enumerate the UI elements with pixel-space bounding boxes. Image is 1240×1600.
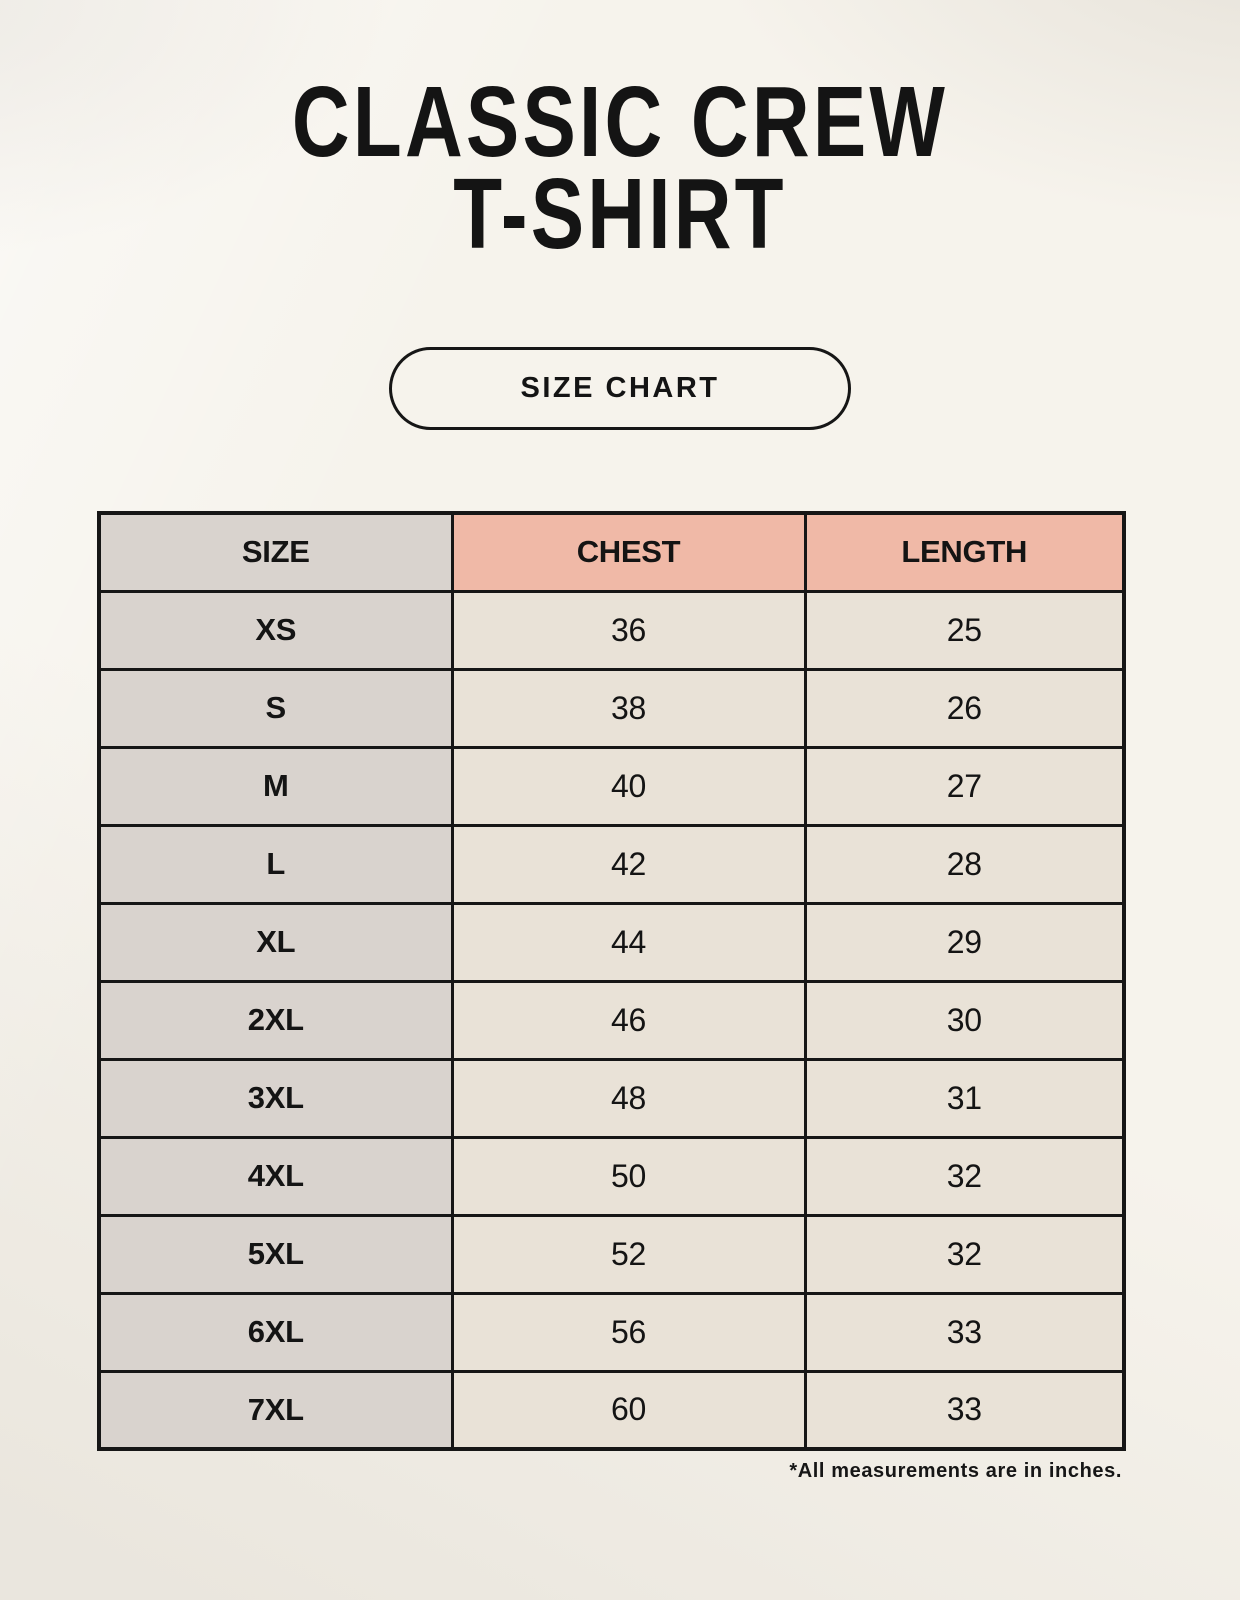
table-row: 4XL 50 32: [97, 1135, 1126, 1217]
length-cell: 26: [803, 667, 1126, 749]
length-cell: 28: [803, 823, 1126, 905]
table-header-row: SIZE CHEST LENGTH: [97, 511, 1126, 593]
chest-cell: 56: [450, 1291, 807, 1373]
size-cell: L: [97, 823, 454, 905]
chest-cell: 48: [450, 1057, 807, 1139]
size-cell: 3XL: [97, 1057, 454, 1139]
size-cell: 5XL: [97, 1213, 454, 1295]
table-row: 7XL 60 33: [97, 1369, 1126, 1451]
table-row: 3XL 48 31: [97, 1057, 1126, 1139]
header-chest: CHEST: [450, 511, 807, 593]
size-cell: S: [97, 667, 454, 749]
chest-cell: 52: [450, 1213, 807, 1295]
length-cell: 32: [803, 1213, 1126, 1295]
table-row: 6XL 56 33: [97, 1291, 1126, 1373]
table-row: M 40 27: [97, 745, 1126, 827]
length-cell: 31: [803, 1057, 1126, 1139]
header-size: SIZE: [97, 511, 454, 593]
chest-cell: 42: [450, 823, 807, 905]
size-cell: 7XL: [97, 1369, 454, 1451]
table-row: L 42 28: [97, 823, 1126, 905]
header-length: LENGTH: [803, 511, 1126, 593]
size-table: SIZE CHEST LENGTH XS 36 25 S 38 26 M 40 …: [97, 511, 1126, 1451]
length-cell: 33: [803, 1369, 1126, 1451]
size-cell: 2XL: [97, 979, 454, 1061]
size-cell: 6XL: [97, 1291, 454, 1373]
table-row: XL 44 29: [97, 901, 1126, 983]
length-cell: 30: [803, 979, 1126, 1061]
size-cell: M: [97, 745, 454, 827]
length-cell: 33: [803, 1291, 1126, 1373]
length-cell: 29: [803, 901, 1126, 983]
table-row: 2XL 46 30: [97, 979, 1126, 1061]
chest-cell: 36: [450, 589, 807, 671]
length-cell: 25: [803, 589, 1126, 671]
length-cell: 32: [803, 1135, 1126, 1217]
table-row: 5XL 52 32: [97, 1213, 1126, 1295]
size-cell: 4XL: [97, 1135, 454, 1217]
chest-cell: 46: [450, 979, 807, 1061]
chest-cell: 44: [450, 901, 807, 983]
chest-cell: 38: [450, 667, 807, 749]
length-cell: 27: [803, 745, 1126, 827]
page-title-line-1: CLASSIC CREW: [291, 66, 949, 178]
chest-cell: 40: [450, 745, 807, 827]
table-row: XS 36 25: [97, 589, 1126, 671]
chest-cell: 50: [450, 1135, 807, 1217]
page-title-line-2: T-SHIRT: [453, 158, 787, 270]
size-cell: XS: [97, 589, 454, 671]
page-title: CLASSIC CREW T-SHIRT: [0, 66, 1240, 270]
table-row: S 38 26: [97, 667, 1126, 749]
size-cell: XL: [97, 901, 454, 983]
chest-cell: 60: [450, 1369, 807, 1451]
size-chart-button-label: SIZE CHART: [520, 372, 720, 404]
size-chart-button[interactable]: SIZE CHART: [389, 347, 851, 430]
measurements-footnote: *All measurements are in inches.: [789, 1460, 1122, 1482]
